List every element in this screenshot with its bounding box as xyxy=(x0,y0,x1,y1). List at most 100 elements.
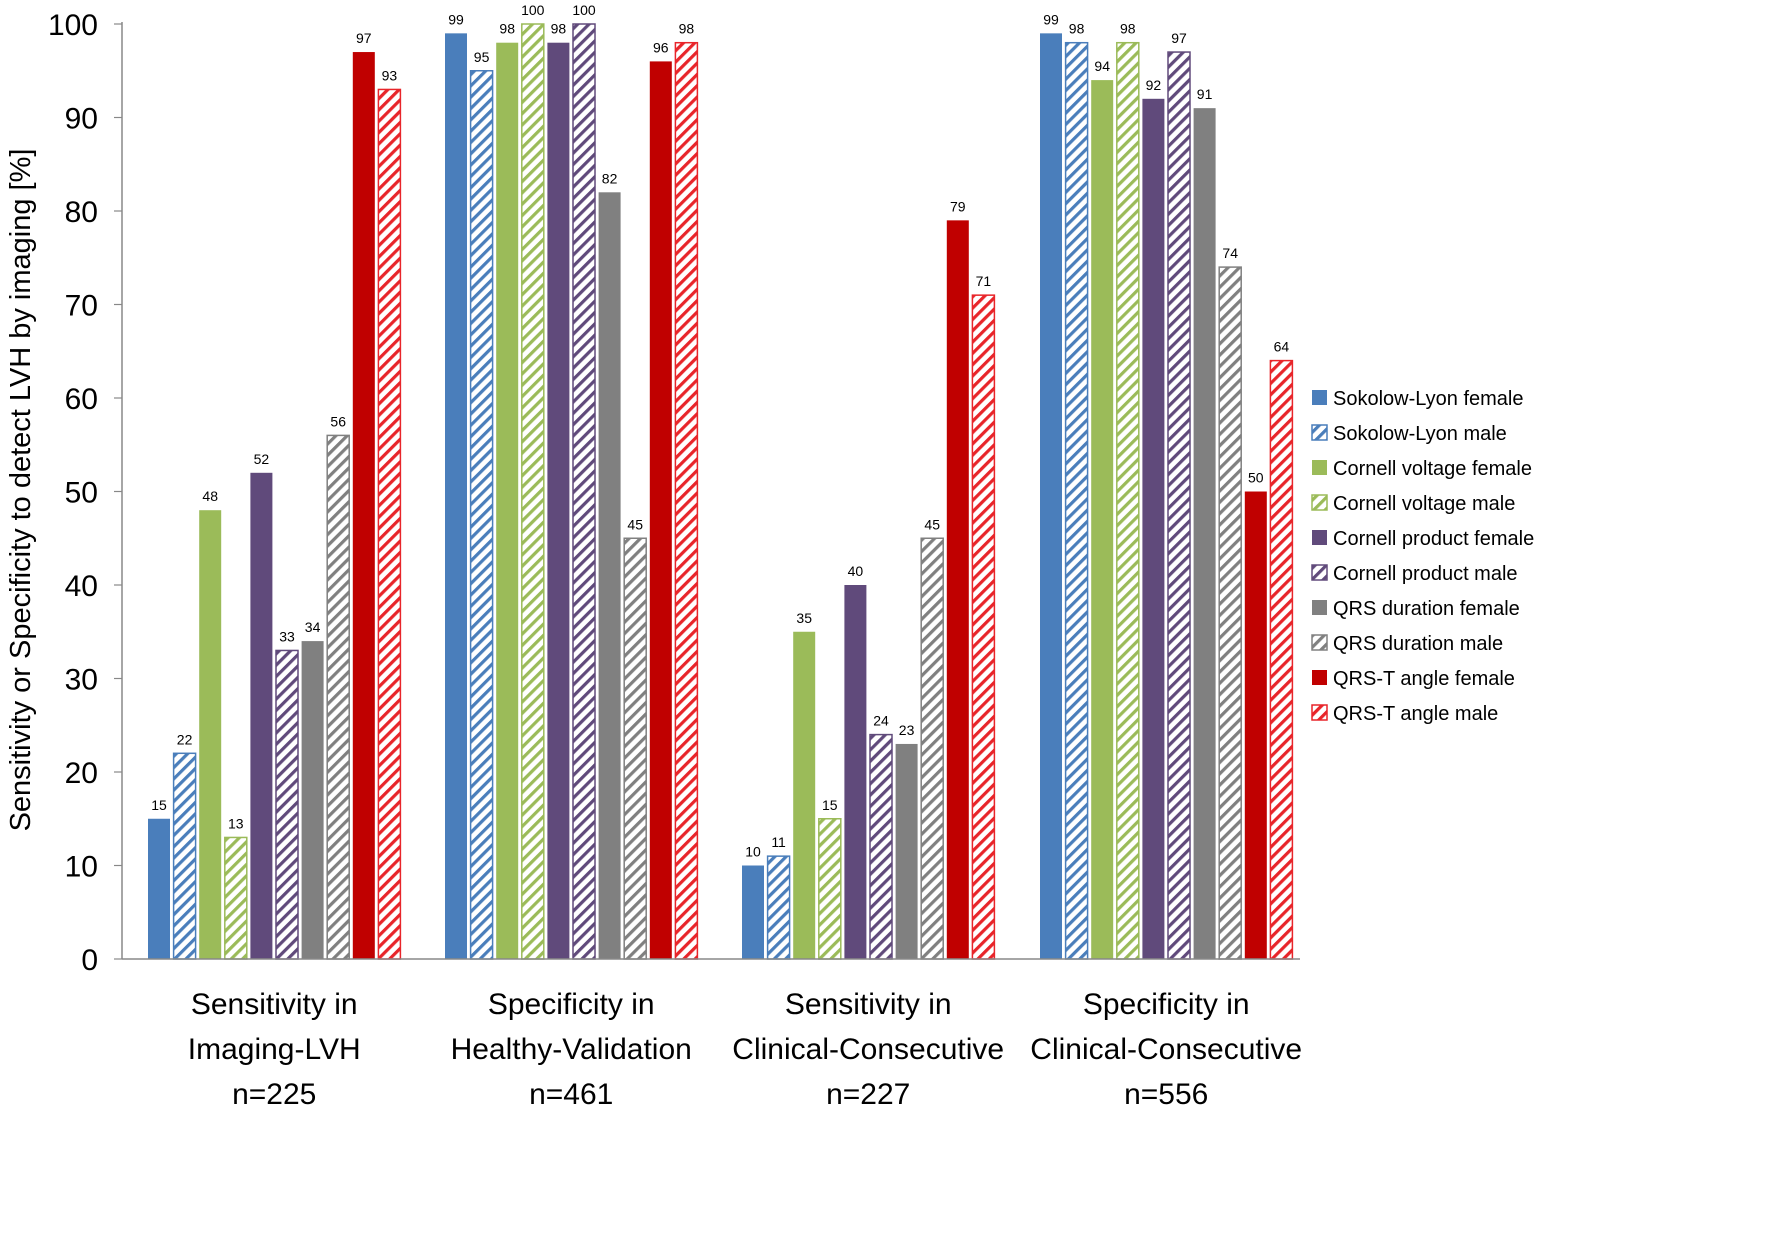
bar-cornell-product-male-group-2 xyxy=(572,23,596,960)
legend-swatch xyxy=(1312,600,1327,615)
bar-value-label: 40 xyxy=(848,563,864,579)
bar-cornell-voltage-male-group-4 xyxy=(1116,41,1140,960)
category-label-line: n=461 xyxy=(529,1078,613,1111)
bar-value-label: 22 xyxy=(177,731,193,747)
legend-label: QRS duration male xyxy=(1333,633,1503,655)
legend-label: QRS duration female xyxy=(1333,598,1520,620)
y-tick-label: 20 xyxy=(65,757,98,790)
bar-cornell-voltage-female-group-4 xyxy=(1091,80,1114,960)
bar-sokolow-lyon-male-group-4 xyxy=(1064,41,1089,960)
y-tick-label: 0 xyxy=(81,944,98,977)
bar-cornell-product-female-group-4 xyxy=(1142,98,1165,960)
bar-sokolow-lyon-male-group-2 xyxy=(469,70,494,960)
bar-qrs-duration-female-group-1 xyxy=(301,641,324,959)
legend-swatch xyxy=(1311,424,1328,441)
y-tick-label: 90 xyxy=(65,103,98,136)
bar-cornell-voltage-female-group-1 xyxy=(199,510,222,959)
category-label-line: Specificity in xyxy=(488,988,655,1021)
bar-qrs-duration-female-group-4 xyxy=(1193,108,1216,959)
category-label-line: n=227 xyxy=(826,1078,910,1111)
bar-value-label: 91 xyxy=(1197,86,1213,102)
legend-label: QRS-T angle male xyxy=(1333,703,1498,725)
legend-swatch xyxy=(1312,390,1327,405)
bar-value-label: 23 xyxy=(899,722,915,738)
legend-swatch xyxy=(1311,634,1328,651)
y-tick-label: 40 xyxy=(65,570,98,603)
bar-value-label: 93 xyxy=(382,67,398,83)
bar-value-label: 64 xyxy=(1274,339,1290,355)
bar-value-label: 97 xyxy=(356,30,372,46)
bar-qrs-duration-female-group-3 xyxy=(895,743,918,959)
bar-value-label: 15 xyxy=(151,797,167,813)
bar-qrs-t-angle-female-group-4 xyxy=(1244,491,1267,959)
bar-cornell-product-female-group-2 xyxy=(547,42,570,959)
bar-value-label: 71 xyxy=(976,273,992,289)
bar-value-label: 98 xyxy=(499,21,515,37)
bar-qrs-t-angle-male-group-2 xyxy=(674,41,699,960)
bar-value-label: 35 xyxy=(796,610,812,626)
bar-qrs-duration-male-group-2 xyxy=(623,537,647,960)
bar-value-label: 79 xyxy=(950,198,966,214)
category-label-line: n=556 xyxy=(1124,1078,1208,1111)
bar-value-label: 82 xyxy=(602,170,618,186)
y-tick-label: 10 xyxy=(65,851,98,884)
bar-value-label: 100 xyxy=(521,2,545,18)
y-tick-label: 100 xyxy=(48,9,98,42)
bar-sokolow-lyon-male-group-3 xyxy=(766,855,791,960)
bar-sokolow-lyon-female-group-1 xyxy=(148,818,170,959)
bar-value-label: 33 xyxy=(279,628,295,644)
bar-qrs-duration-female-group-2 xyxy=(598,192,621,960)
bar-qrs-t-angle-male-group-4 xyxy=(1269,359,1294,960)
bar-value-label: 48 xyxy=(202,488,218,504)
bar-cornell-voltage-female-group-2 xyxy=(496,42,519,959)
bar-qrs-duration-male-group-3 xyxy=(920,537,944,960)
bar-qrs-duration-male-group-4 xyxy=(1218,266,1242,960)
bar-qrs-t-angle-female-group-2 xyxy=(649,61,672,959)
bar-value-label: 99 xyxy=(448,11,464,27)
y-tick-label: 30 xyxy=(65,664,98,697)
legend-label: QRS-T angle female xyxy=(1333,668,1515,690)
y-tick-label: 70 xyxy=(65,290,98,323)
y-tick-label: 60 xyxy=(65,383,98,416)
bar-value-label: 95 xyxy=(474,49,490,65)
bar-cornell-product-male-group-1 xyxy=(275,649,299,960)
bar-sokolow-lyon-female-group-4 xyxy=(1040,33,1062,960)
bar-cornell-product-female-group-1 xyxy=(250,472,273,959)
bar-value-label: 74 xyxy=(1222,245,1238,261)
category-label-line: Sensitivity in xyxy=(785,988,952,1021)
legend-label: Cornell product female xyxy=(1333,528,1534,550)
bar-cornell-product-female-group-3 xyxy=(844,585,867,959)
bar-cornell-voltage-male-group-2 xyxy=(521,23,545,960)
legend-swatch xyxy=(1312,460,1327,475)
bar-qrs-duration-male-group-1 xyxy=(326,434,350,960)
category-label-line: n=225 xyxy=(232,1078,316,1111)
bar-value-label: 98 xyxy=(551,21,567,37)
y-tick-label: 80 xyxy=(65,196,98,229)
bar-value-label: 15 xyxy=(822,797,838,813)
legend-label: Cornell voltage female xyxy=(1333,458,1532,480)
bar-value-label: 96 xyxy=(653,39,669,55)
bar-value-label: 98 xyxy=(1069,21,1085,37)
bar-cornell-product-male-group-4 xyxy=(1167,51,1191,960)
bar-cornell-product-male-group-3 xyxy=(869,733,893,960)
bar-value-label: 56 xyxy=(330,413,346,429)
bar-value-label: 13 xyxy=(228,815,244,831)
bar-value-label: 97 xyxy=(1171,30,1187,46)
bar-value-label: 92 xyxy=(1146,77,1162,93)
bar-qrs-t-angle-female-group-3 xyxy=(946,220,969,960)
bar-value-label: 50 xyxy=(1248,470,1264,486)
bar-value-label: 34 xyxy=(305,619,321,635)
category-label-line: Imaging-LVH xyxy=(188,1033,361,1066)
bar-value-label: 10 xyxy=(745,844,761,860)
bar-sokolow-lyon-male-group-1 xyxy=(172,752,197,960)
bar-value-label: 99 xyxy=(1043,11,1059,27)
legend-swatch xyxy=(1311,564,1328,581)
bar-qrs-t-angle-male-group-3 xyxy=(971,294,996,960)
y-tick-label: 50 xyxy=(65,477,98,510)
bar-value-label: 100 xyxy=(572,2,596,18)
category-label-line: Sensitivity in xyxy=(191,988,358,1021)
bar-value-label: 98 xyxy=(1120,21,1136,37)
legend-swatch xyxy=(1311,704,1328,721)
bar-value-label: 94 xyxy=(1094,58,1110,74)
